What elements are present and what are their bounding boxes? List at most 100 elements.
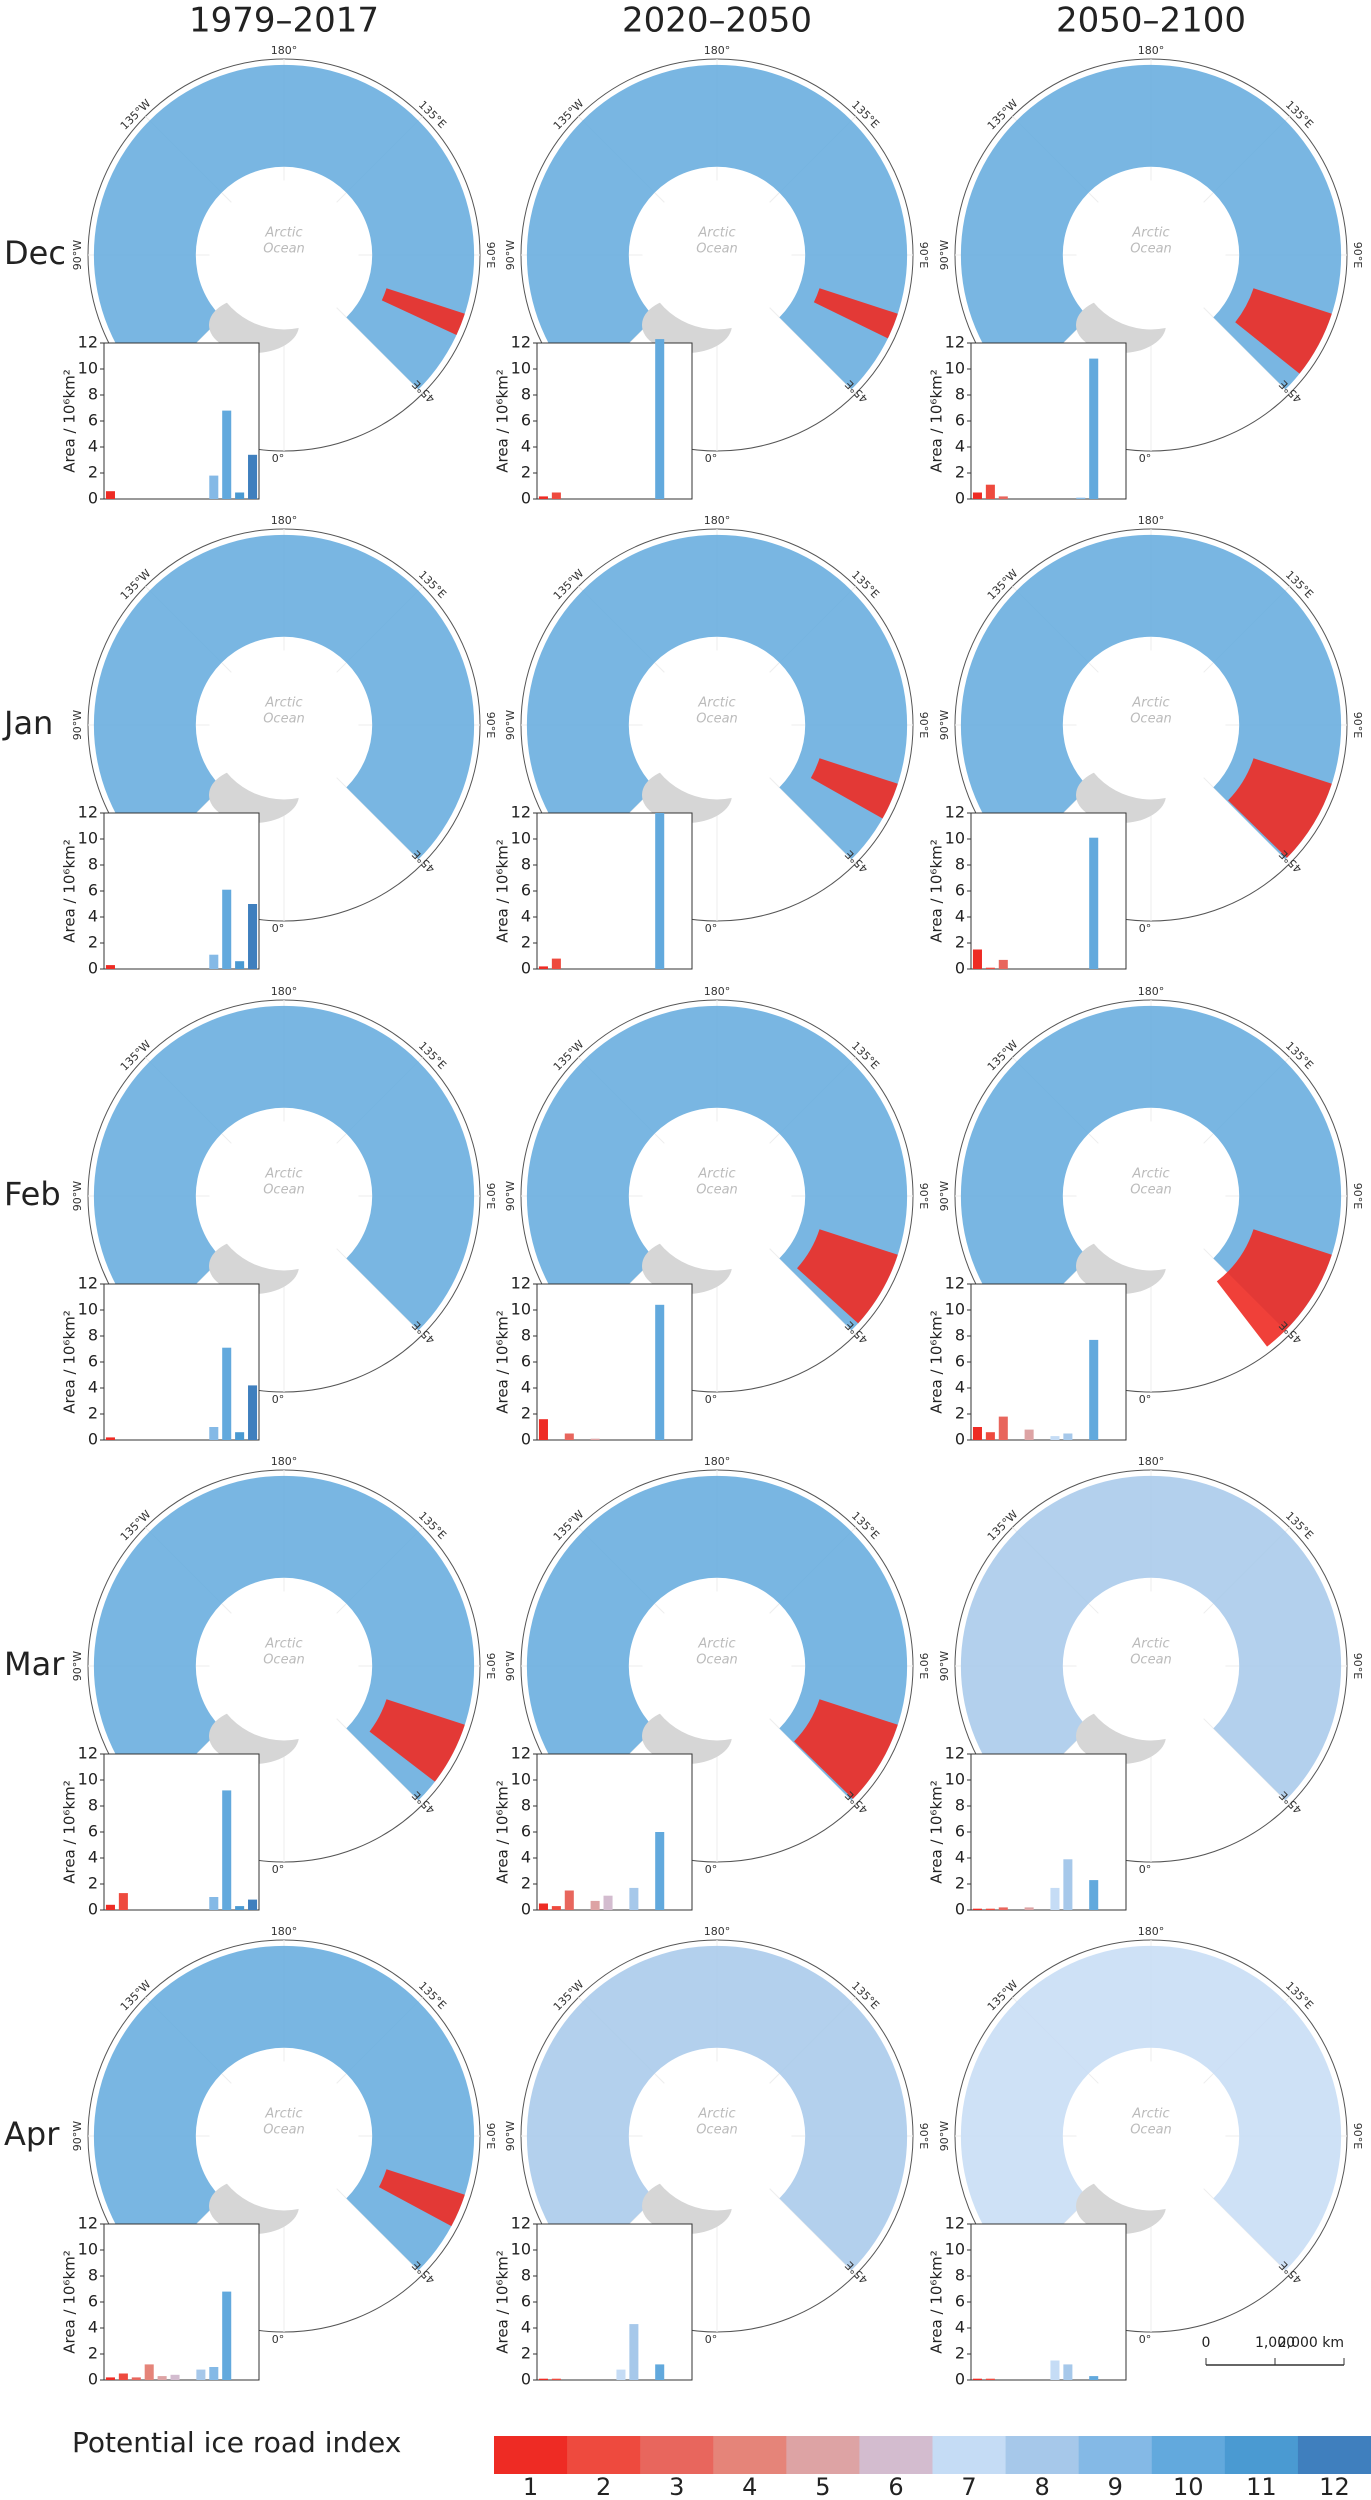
map-label: 90°W: [71, 2121, 84, 2151]
y-tick-label: 2: [88, 1404, 98, 1423]
map-label: 90°E: [1351, 712, 1364, 738]
legend-label: 2: [596, 2473, 611, 2500]
arctic-ocean: [642, 1591, 792, 1741]
inset-frame: [970, 342, 1127, 500]
bar: [629, 2324, 639, 2380]
y-tick-label: 0: [521, 959, 531, 978]
y-tick-label: 0: [521, 1900, 531, 1919]
inset-frame: [103, 342, 260, 500]
bar: [655, 1304, 665, 1440]
bar: [590, 1438, 600, 1440]
map-label: 0°: [705, 922, 718, 935]
y-tick-label: 12: [511, 803, 531, 822]
map-label: 0°: [272, 452, 285, 465]
map-label: 180°: [271, 514, 298, 527]
warm-area: [1216, 1229, 1332, 1347]
bar: [564, 1890, 574, 1910]
legend-label: 12: [1319, 2473, 1350, 2500]
y-tick-label: 8: [88, 1796, 98, 1815]
y-axis-label: Area / 10⁶km²: [494, 839, 512, 943]
y-axis-label: Area / 10⁶km²: [928, 1310, 946, 1414]
y-tick-label: 4: [521, 2318, 531, 2337]
ocean-label: Arctic: [264, 1167, 302, 1182]
bar: [1063, 1433, 1073, 1440]
bar: [538, 1419, 548, 1440]
y-axis-label: Area / 10⁶km²: [61, 839, 79, 943]
y-tick-label: 6: [88, 411, 98, 430]
y-tick-label: 0: [955, 1900, 965, 1919]
arctic-ocean: [642, 650, 792, 800]
inset-frame: [536, 2223, 693, 2381]
ocean-label: Arctic: [697, 1637, 735, 1652]
row-label: Jan: [2, 704, 53, 742]
y-tick-label: 6: [955, 2292, 965, 2311]
y-tick-label: 6: [521, 881, 531, 900]
inset-frame: [970, 1753, 1127, 1911]
y-tick-label: 10: [78, 2240, 98, 2259]
y-axis-label: Area / 10⁶km²: [61, 369, 79, 473]
y-tick-label: 4: [88, 437, 98, 456]
bar: [248, 454, 258, 499]
legend-label: 7: [961, 2473, 976, 2500]
legend-swatch: [640, 2436, 714, 2474]
map-label: 90°W: [504, 710, 517, 740]
y-tick-label: 6: [88, 1352, 98, 1371]
legend-swatch: [786, 2436, 860, 2474]
inset-frame: [103, 1753, 260, 1911]
legend-title: Potential ice road index: [72, 2426, 401, 2459]
arctic-ocean: [209, 650, 359, 800]
ocean-label: Ocean: [263, 242, 305, 257]
y-tick-label: 6: [955, 1352, 965, 1371]
map-label: 0°: [272, 1863, 285, 1876]
legend-swatch: [1005, 2436, 1080, 2474]
y-tick-label: 0: [955, 2370, 965, 2389]
ocean-label: Arctic: [697, 1167, 735, 1182]
y-axis-label: Area / 10⁶km²: [61, 1310, 79, 1414]
y-tick-label: 12: [945, 1744, 965, 1763]
y-tick-label: 2: [955, 463, 965, 482]
y-tick-label: 4: [955, 1848, 965, 1867]
y-tick-label: 6: [521, 1822, 531, 1841]
bar: [655, 813, 665, 969]
y-tick-label: 4: [521, 1378, 531, 1397]
bar: [538, 496, 548, 499]
bar: [105, 491, 115, 499]
map-label: 90°E: [917, 712, 930, 738]
bar: [1089, 2376, 1099, 2380]
map-label: 90°W: [938, 240, 951, 270]
map-label: 90°E: [1351, 242, 1364, 268]
y-tick-label: 0: [88, 1430, 98, 1449]
bar: [655, 2364, 665, 2380]
y-tick-label: 2: [955, 2344, 965, 2363]
y-tick-label: 0: [88, 1900, 98, 1919]
y-tick-label: 10: [945, 829, 965, 848]
y-tick-label: 4: [88, 1378, 98, 1397]
bar: [972, 2378, 982, 2380]
map-label: 0°: [1139, 922, 1152, 935]
row-label: Feb: [4, 1175, 61, 1213]
map-label: 90°W: [938, 1181, 951, 1211]
map-label: 90°E: [917, 2123, 930, 2149]
y-tick-label: 12: [945, 1274, 965, 1293]
legend-label: 8: [1034, 2473, 1049, 2500]
y-axis-label: Area / 10⁶km²: [928, 2250, 946, 2354]
y-tick-label: 8: [955, 2266, 965, 2285]
y-tick-label: 10: [78, 1300, 98, 1319]
legend-label: 1: [523, 2473, 538, 2500]
y-tick-label: 2: [521, 1874, 531, 1893]
map-label: 180°: [1138, 1455, 1165, 1468]
y-tick-label: 12: [78, 2214, 98, 2233]
map-label: 0°: [1139, 1863, 1152, 1876]
y-tick-label: 2: [521, 463, 531, 482]
y-tick-label: 6: [955, 411, 965, 430]
map-label: 90°W: [938, 1651, 951, 1681]
bar: [972, 492, 982, 499]
bar: [985, 967, 995, 969]
land-area: [960, 1945, 1342, 2271]
y-tick-label: 4: [955, 907, 965, 926]
bar: [118, 1893, 128, 1910]
map-label: 0°: [705, 1393, 718, 1406]
legend-swatch: [1151, 2436, 1226, 2474]
